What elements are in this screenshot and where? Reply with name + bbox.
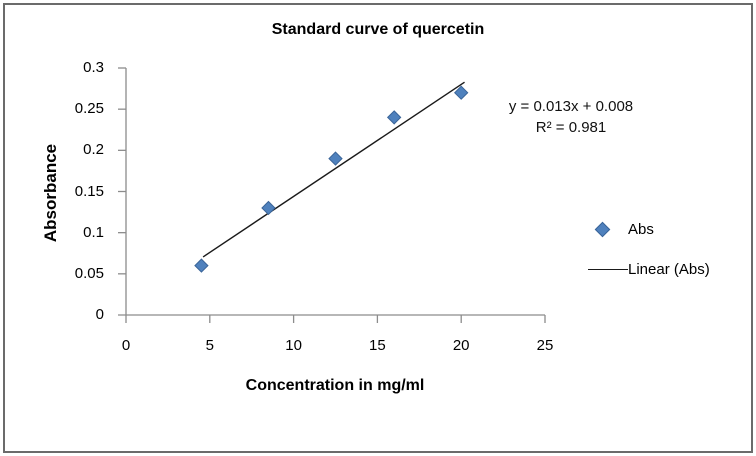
x-tick-label: 25 (536, 337, 554, 354)
y-tick-label: 0.25 (74, 100, 104, 118)
y-tick-label: 0.15 (74, 182, 104, 200)
y-tick-label: 0 (95, 306, 104, 323)
x-axis-title: Concentration in mg/ml (245, 377, 425, 394)
line-marker-icon (588, 268, 628, 270)
data-point (261, 200, 276, 216)
data-point (386, 110, 402, 125)
chart-title: Standard curve of quercetin (271, 21, 485, 38)
trendline (202, 81, 465, 258)
diamond-marker-icon (594, 221, 611, 237)
x-tick-label: 10 (285, 337, 302, 354)
data-point (453, 85, 469, 100)
trendline-annotation: y = 0.013x + 0.008 R² = 0.981 (470, 96, 672, 138)
y-tick-label: 0.2 (83, 141, 104, 159)
y-tick-label: 0.05 (74, 264, 104, 282)
legend-label-linear: Linear (Abs) (628, 260, 710, 278)
data-point (328, 151, 343, 166)
legend-item-linear: Linear (Abs) (586, 258, 710, 280)
legend-label-abs: Abs (628, 220, 654, 238)
x-tick-label: 5 (205, 337, 214, 354)
legend-marker-box (586, 268, 628, 270)
y-tick-label: 0.1 (83, 223, 104, 241)
trendline-equation: y = 0.013x + 0.008 (508, 98, 634, 115)
x-tick-label: 15 (369, 337, 386, 354)
y-axis-title: Absorbance (41, 143, 60, 243)
legend-marker-box (586, 221, 628, 237)
r-squared-value: R² = 0.981 (535, 119, 607, 136)
x-tick-label: 20 (452, 337, 470, 354)
legend-item-abs: Abs (586, 218, 654, 240)
data-point (194, 258, 209, 273)
y-tick-label: 0.3 (83, 59, 104, 76)
x-tick-label: 0 (121, 337, 131, 354)
